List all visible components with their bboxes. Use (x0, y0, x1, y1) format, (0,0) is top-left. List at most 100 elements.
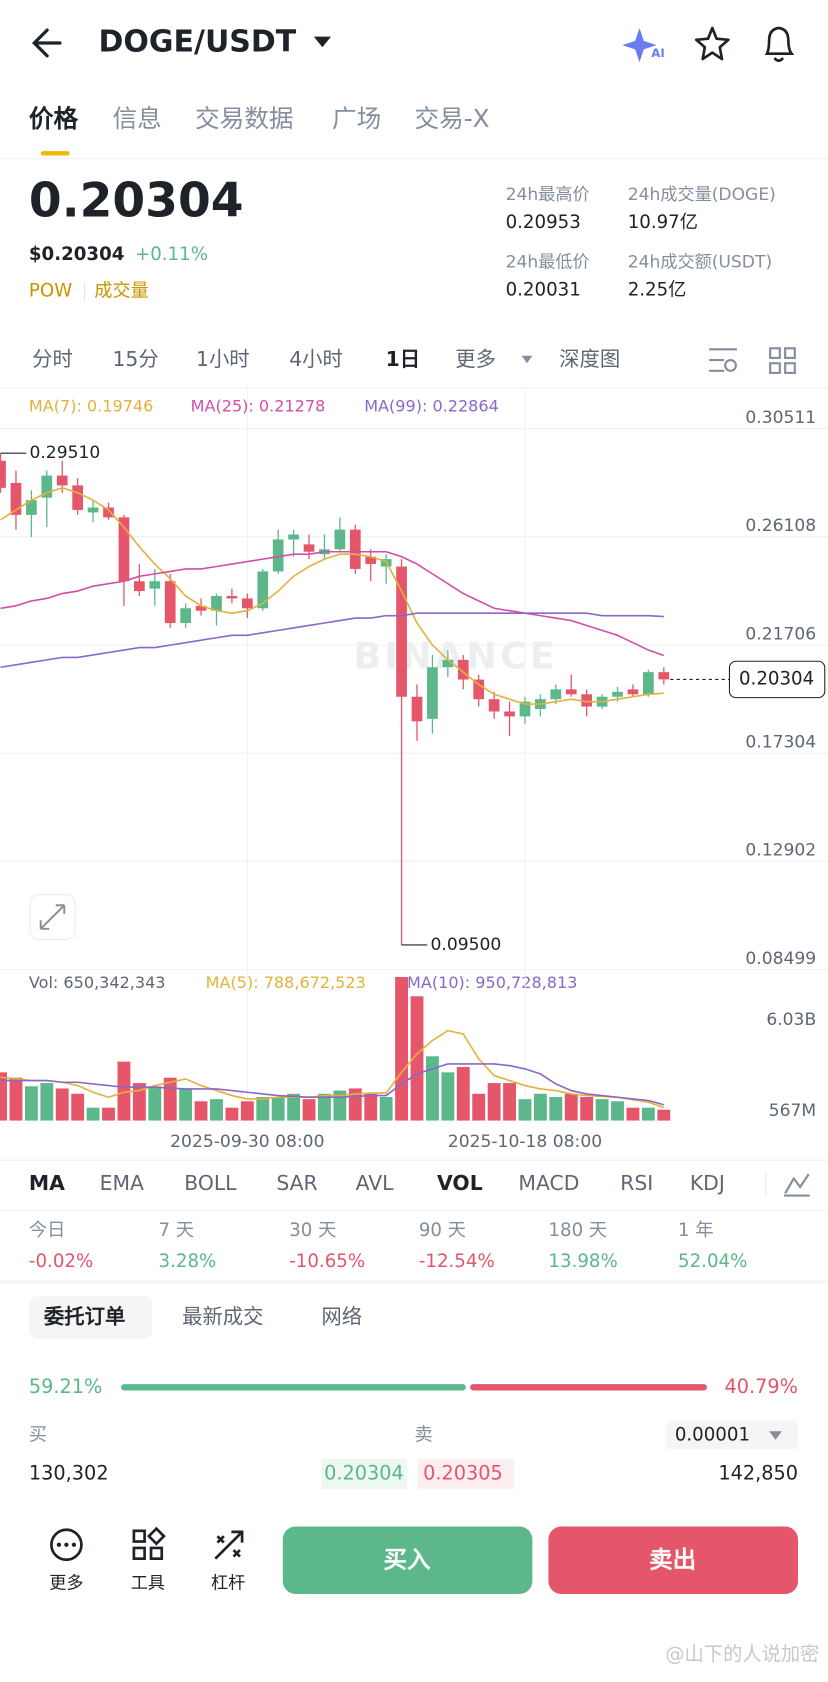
precision-dropdown (769, 1431, 782, 1440)
volume-bar (379, 1096, 393, 1121)
sell-button[interactable] (548, 1526, 799, 1595)
volume-bar (657, 1109, 671, 1121)
tools-icon[interactable] (132, 1526, 166, 1561)
tab[interactable]: 交易-X (415, 104, 490, 133)
interval-tab[interactable]: 分时 (32, 347, 73, 371)
nav-label[interactable]: 杠杆 (211, 1573, 245, 1593)
favorite-button[interactable] (694, 26, 730, 61)
volume-bar (425, 1056, 439, 1121)
buy-button[interactable] (282, 1526, 533, 1595)
candle-body (26, 500, 37, 515)
candle-body (504, 711, 515, 717)
period-label: 7 天 (159, 1220, 195, 1241)
candle-body (118, 517, 130, 582)
candle-body (581, 694, 593, 707)
ask-qty: 142,850 (718, 1462, 798, 1485)
volume-ma-line (0, 1029, 665, 1109)
more-icon[interactable] (50, 1528, 83, 1562)
tab[interactable]: 信息 (112, 104, 161, 133)
more-dropdown[interactable] (521, 355, 533, 364)
indicator-settings[interactable] (784, 1173, 810, 1197)
tab[interactable]: 交易数据 (195, 104, 294, 133)
period-change: -10.65% (289, 1251, 365, 1272)
candle-body (550, 689, 562, 700)
ai-icon[interactable] (622, 27, 657, 63)
precision-select[interactable] (666, 1420, 799, 1450)
candle-body (612, 691, 623, 697)
sell-ratio-bar (470, 1384, 707, 1391)
indicator-tab[interactable]: KDJ (690, 1171, 725, 1195)
active-tab-indicator (40, 151, 70, 156)
candle-body (72, 485, 84, 510)
candle-body (396, 566, 407, 697)
interval-tab[interactable]: 1日 (386, 347, 421, 371)
volume-bar (163, 1077, 177, 1121)
candle-body (134, 581, 145, 592)
indicator-tab[interactable]: MACD (518, 1171, 579, 1195)
ask-price: 0.20305 (423, 1462, 503, 1485)
last-price: 0.20304 (29, 174, 244, 229)
chart-settings-icon[interactable] (709, 348, 737, 372)
fullscreen-icon (39, 904, 66, 930)
interval-tab[interactable]: 1小时 (196, 347, 250, 371)
pair-dropdown[interactable] (313, 36, 331, 48)
candle-body (303, 544, 315, 552)
tab[interactable]: 价格 (29, 104, 79, 133)
notification-button[interactable] (764, 26, 795, 62)
precision[interactable]: 0.00001 (675, 1424, 750, 1445)
volume-bar (518, 1099, 532, 1121)
candle-body (0, 460, 6, 488)
candle-body (87, 507, 99, 513)
ma-line (0, 487, 664, 705)
volume-bar (194, 1101, 208, 1121)
y-tick-label: 567M (769, 1101, 816, 1121)
tag[interactable]: POW (29, 280, 72, 301)
volume-bar (626, 1107, 640, 1121)
nav-label[interactable]: 更多 (49, 1573, 83, 1593)
volume-bar (9, 1077, 23, 1121)
candle-body (349, 529, 361, 569)
section-divider (0, 1280, 828, 1284)
candle-body (457, 659, 469, 680)
volume-bar (256, 1096, 270, 1121)
stat-value: 0.20953 (506, 212, 581, 233)
low-label: 0.09500 (430, 935, 501, 955)
volume-bar (364, 1093, 378, 1121)
y-tick-label: 0.12902 (745, 841, 816, 861)
interval-tab[interactable]: 15分 (112, 347, 158, 371)
volume-bar (487, 1083, 501, 1121)
volume-bar (210, 1099, 223, 1121)
leverage-icon[interactable] (214, 1530, 244, 1560)
order-tab[interactable]: 网络 (321, 1305, 362, 1329)
stat-value: 0.20031 (506, 279, 581, 300)
volume-bar (55, 1088, 69, 1121)
candle-body (365, 556, 377, 565)
indicator-tab[interactable]: VOL (437, 1171, 483, 1195)
order-tab[interactable]: 委托订单 (43, 1305, 125, 1329)
high-label: 0.29510 (29, 443, 100, 463)
indicator-tab[interactable]: AVL (356, 1171, 395, 1195)
candle-body (164, 581, 176, 624)
volume-bar (333, 1090, 347, 1121)
volume-bar (225, 1107, 239, 1121)
layout-icon[interactable] (769, 347, 796, 374)
indicator-tab[interactable]: BOLL (184, 1171, 237, 1195)
pair-title[interactable]: DOGE/USDT (99, 24, 297, 59)
indicator-tab[interactable]: MA (29, 1171, 65, 1195)
interval-tab[interactable]: 4小时 (289, 347, 343, 371)
nav-label[interactable]: 工具 (131, 1573, 165, 1593)
tag[interactable]: 成交量 (94, 280, 149, 301)
tab[interactable]: 广场 (332, 104, 381, 133)
buy-label: 买入 (383, 1545, 431, 1573)
indicator-tab[interactable]: EMA (100, 1171, 144, 1195)
indicator-tab[interactable]: SAR (276, 1171, 317, 1195)
interval-tab[interactable]: 深度图 (559, 347, 620, 371)
back-button[interactable] (32, 28, 62, 58)
period-label: 30 天 (289, 1220, 336, 1241)
indicator-tab[interactable]: RSI (620, 1171, 653, 1195)
ma-legend: MA(7): 0.19746 (29, 397, 153, 416)
ask-depth (417, 1459, 515, 1490)
interval-tab[interactable]: 更多 (455, 347, 496, 371)
candle-body (442, 659, 454, 668)
order-tab[interactable]: 最新成交 (182, 1305, 263, 1329)
